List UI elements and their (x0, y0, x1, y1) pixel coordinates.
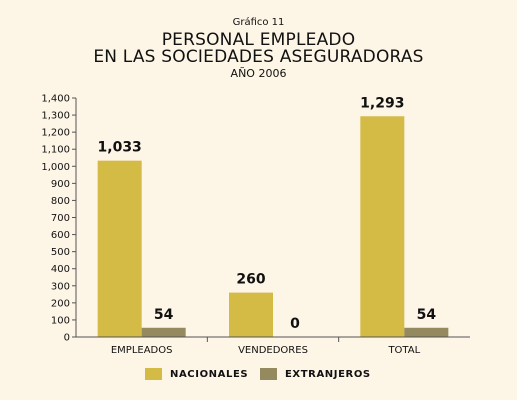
y-tick-label: 1,000 (41, 162, 70, 173)
legend-item-nacionales: NACIONALES (145, 368, 248, 380)
y-tick-label: 700 (51, 213, 70, 224)
y-tick-label: 900 (51, 179, 70, 190)
y-tick-label: 800 (51, 196, 70, 207)
y-tick-label: 1,300 (41, 111, 70, 122)
x-tick-label: VENDEDORES (238, 345, 308, 356)
chart-title-line-2: EN LAS SOCIEDADES ASEGURADORAS (93, 47, 424, 67)
bar-nacionales-empleados (97, 160, 142, 337)
data-label-nacionales-vendedores: 260 (236, 272, 265, 288)
bar-nacionales-vendedores (229, 292, 273, 337)
chart-title-line-1: PERSONAL EMPLEADO (161, 30, 356, 50)
bar-extranjeros-total (404, 327, 449, 337)
x-tick-label: TOTAL (387, 345, 420, 356)
legend-label-nacionales: NACIONALES (170, 368, 249, 380)
y-tick-label: 500 (51, 247, 70, 258)
y-tick-label: 1,100 (41, 145, 70, 156)
chart-subtitle: AÑO 2006 (230, 67, 287, 80)
y-tick-label: 1,400 (41, 94, 70, 105)
y-tick-label: 400 (51, 264, 70, 275)
chart-kicker: Gráfico 11 (232, 17, 285, 28)
y-tick-label: 1,200 (41, 128, 70, 139)
y-tick-label: 200 (51, 298, 70, 309)
legend-swatch-nacionales (145, 368, 162, 380)
bar-extranjeros-empleados (141, 327, 186, 337)
legend-swatch-extranjeros (260, 368, 277, 380)
legend-label-extranjeros: EXTRANJEROS (285, 368, 371, 380)
y-tick-label: 600 (51, 230, 70, 241)
legend-item-extranjeros: EXTRANJEROS (260, 368, 371, 380)
data-label-extranjeros-total: 54 (417, 307, 437, 323)
y-tick-label: 300 (51, 281, 70, 292)
data-label-extranjeros-empleados: 54 (154, 307, 174, 323)
y-tick-label: 0 (64, 333, 70, 344)
data-label-nacionales-total: 1,293 (360, 95, 404, 111)
legend: NACIONALES EXTRANJEROS (0, 368, 517, 384)
x-tick-label: EMPLEADOS (111, 345, 173, 356)
bar-nacionales-total (360, 116, 405, 338)
data-label-nacionales-empleados: 1,033 (98, 140, 142, 156)
data-label-extranjeros-vendedores: 0 (290, 316, 300, 332)
y-tick-label: 100 (51, 315, 70, 326)
